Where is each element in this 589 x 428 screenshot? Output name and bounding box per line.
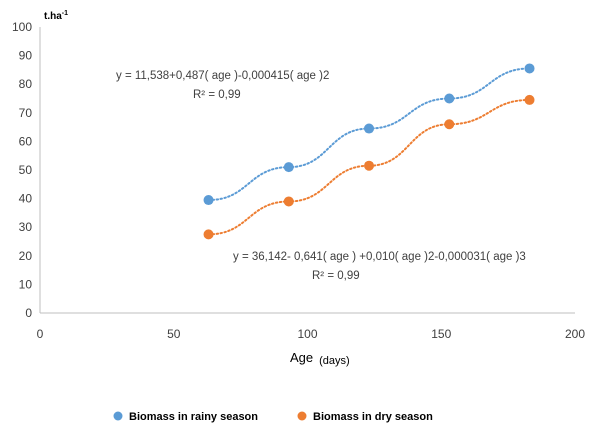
- x-axis-label: Age (days): [290, 350, 350, 367]
- y-tick-label: 90: [19, 49, 33, 63]
- y-tick-label: 100: [12, 20, 32, 34]
- data-point: [283, 196, 294, 207]
- data-point: [203, 229, 214, 240]
- dry-equation: y = 36,142- 0,641( age ) +0,010( age )2-…: [233, 251, 526, 263]
- y-tick-label: 10: [19, 277, 33, 291]
- data-point: [364, 123, 375, 134]
- legend: Biomass in rainy season Biomass in dry s…: [113, 411, 433, 423]
- data-point: [283, 162, 294, 173]
- data-points: [203, 63, 535, 240]
- x-tick-labels: 0 50 100 150 200: [37, 327, 586, 341]
- x-tick-label: 100: [297, 327, 317, 341]
- legend-label-rainy: Biomass in rainy season: [129, 411, 258, 423]
- trendline-0: [207, 67, 531, 202]
- y-axis-label: t.ha-1: [44, 10, 68, 22]
- y-tick-label: 20: [19, 249, 33, 263]
- data-point: [364, 160, 375, 171]
- y-tick-label: 30: [19, 220, 33, 234]
- data-point: [444, 119, 455, 130]
- y-tick-label: 40: [19, 192, 33, 206]
- y-tick-labels: 0 10 20 30 40 50 60 70 80 90 100: [12, 20, 32, 320]
- y-tick-label: 60: [19, 134, 33, 148]
- y-tick-label: 0: [25, 306, 32, 320]
- trendlines: [207, 67, 531, 236]
- data-point: [524, 63, 535, 74]
- legend-marker-rainy: [113, 411, 123, 421]
- axes: [39, 27, 575, 314]
- y-tick-label: 80: [19, 77, 33, 91]
- data-point: [203, 195, 214, 206]
- legend-label-dry: Biomass in dry season: [313, 411, 433, 423]
- y-tick-label: 70: [19, 106, 33, 120]
- dry-r2: R² = 0,99: [312, 270, 360, 282]
- x-tick-label: 150: [431, 327, 451, 341]
- data-point: [444, 93, 455, 104]
- x-tick-label: 200: [565, 327, 585, 341]
- x-tick-label: 0: [37, 327, 44, 341]
- data-point: [524, 94, 535, 105]
- legend-marker-dry: [297, 411, 307, 421]
- x-tick-label: 50: [167, 327, 181, 341]
- rainy-r2: R² = 0,99: [193, 89, 241, 101]
- y-tick-label: 50: [19, 163, 33, 177]
- rainy-equation: y = 11,538+0,487( age )-0,000415( age )2: [116, 70, 329, 82]
